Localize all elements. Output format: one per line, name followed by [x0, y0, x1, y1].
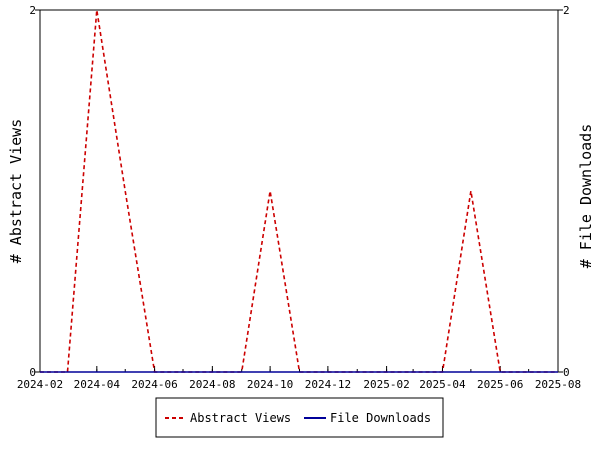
x-tick-label: 2024-10	[247, 378, 293, 391]
x-tick-label: 2025-08	[535, 378, 581, 391]
x-tick-label: 2025-06	[477, 378, 523, 391]
x-axis: 2024-02 2024-04 2024-06 2024-08 2024-10 2024-…	[17, 366, 581, 391]
x-tick-label: 2025-04	[419, 378, 466, 391]
legend-box	[155, 397, 444, 438]
legend: Abstract Views File Downloads	[155, 397, 444, 438]
x-tick-label: 2024-04	[74, 378, 121, 391]
y-axis: 0 2 0 2	[29, 4, 569, 379]
y-axis-title-right: # File Downloads	[577, 124, 595, 269]
y-left-tick-label: 2	[29, 4, 36, 17]
x-tick-label: 2024-02	[17, 378, 63, 391]
x-tick-label: 2024-12	[305, 378, 351, 391]
y-left-tick-label: 0	[29, 366, 36, 379]
y-right-tick-label: 2	[563, 4, 570, 17]
plot-area	[39, 9, 559, 373]
y-axis-title-left: # Abstract Views	[7, 119, 25, 264]
y-right-tick-label: 0	[563, 366, 570, 379]
x-tick-label: 2025-02	[363, 378, 409, 391]
x-tick-label: 2024-08	[189, 378, 235, 391]
legend-label-file-downloads: File Downloads	[330, 411, 431, 425]
legend-label-abstract-views: Abstract Views	[190, 411, 291, 425]
x-tick-label: 2024-06	[131, 378, 177, 391]
series-layer	[40, 9, 558, 373]
plot-frame	[39, 9, 559, 373]
